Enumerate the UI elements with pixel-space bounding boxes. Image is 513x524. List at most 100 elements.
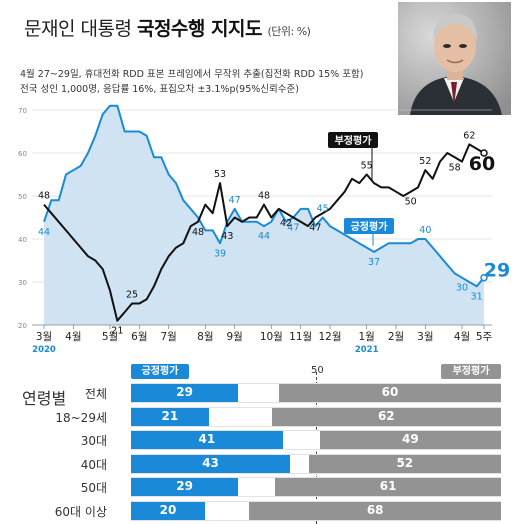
tag-box (328, 132, 378, 148)
y-tick-label: 40 (18, 236, 27, 244)
year-label: 2021 (355, 345, 379, 355)
survey-note-2: 전국 성인 1,000명, 응답률 16%, 표집오차 ±3.1%p(95%신뢰… (20, 84, 299, 95)
positive-bar (131, 501, 205, 520)
negative-bar (271, 407, 501, 426)
unit-label: (단위: %) (267, 25, 311, 38)
age-row: 60대 이상 20 68 (0, 500, 513, 521)
x-tick-label: 12월 (318, 331, 341, 343)
x-tick-label: 2월 (388, 331, 404, 343)
y-tick-label: 70 (18, 107, 27, 115)
data-label: 42 (280, 218, 292, 229)
fifty-marker-label: 50 (311, 365, 324, 376)
data-label: 48 (258, 191, 270, 202)
x-tick-label: 9월 (226, 331, 242, 343)
y-tick-label: 30 (18, 279, 27, 287)
president-portrait (398, 2, 511, 115)
positive-area (44, 105, 484, 325)
x-tick-label: 3월 (417, 331, 433, 343)
data-label: 31 (471, 291, 483, 302)
positive-bar (131, 454, 291, 473)
negative-tag: 부정평가 (328, 132, 378, 182)
negative-value: 49 (401, 432, 419, 446)
data-label: 48 (38, 191, 50, 202)
age-row: 50대 29 61 (0, 477, 513, 497)
data-label: 53 (214, 169, 226, 180)
negative-end-point (480, 149, 488, 157)
x-tick-label: 7월 (160, 331, 176, 343)
negative-series-line (43, 143, 485, 322)
x-tick-label: 10월 (260, 331, 283, 343)
age-row-label: 30대 (80, 434, 107, 448)
age-row: 18~29세 21 62 (0, 406, 513, 427)
chart-area-layer (44, 105, 484, 325)
age-row: 40대 43 52 (0, 453, 513, 474)
positive-value: 29 (176, 479, 193, 493)
data-label: 30 (456, 283, 468, 294)
data-label: 50 (405, 197, 417, 208)
y-tick-label: 50 (18, 193, 27, 201)
positive-bar (131, 407, 209, 426)
x-tick-label: 5월 (102, 331, 118, 343)
data-label: 47 (229, 195, 241, 206)
positive-value: 43 (202, 455, 219, 470)
y-tick-label: 60 (18, 150, 27, 158)
negative-value: 61 (379, 479, 397, 493)
tag-text: 긍정평가 (351, 220, 389, 233)
data-label: 47 (287, 223, 299, 234)
chart-axis-layer: 20 30 40 50 60 70 3월 4월 5월 6월 7월 8월 9월 10월 11월 12월 1월 2월 3… (18, 107, 493, 355)
y-tick-label: 20 (18, 322, 27, 330)
neg-legend: 부정평가 (441, 364, 501, 379)
data-label: 55 (361, 161, 373, 172)
age-row-label: 40대 (80, 457, 107, 472)
positive-value: 29 (176, 385, 193, 399)
x-tick-label: 3월 (36, 331, 52, 343)
x-tick-label: 5주 (476, 331, 493, 343)
data-label: 39 (214, 248, 226, 259)
chart-label-layer: 4471394744474537403031482125485343484247… (38, 100, 510, 337)
x-tick-label: 1월 (358, 331, 374, 343)
negative-bar (249, 501, 501, 520)
data-label: 37 (368, 257, 380, 268)
positive-series-line (43, 104, 485, 288)
data-label: 47 (309, 223, 321, 234)
data-label: 43 (221, 231, 233, 242)
data-label: 40 (419, 225, 431, 236)
data-label: 25 (126, 290, 138, 301)
negative-value: 68 (366, 502, 384, 517)
age-section-title: 연령별 (22, 389, 67, 408)
survey-note-1: 4월 27~29일, 휴대전화 RDD 표본 프레임에서 무작위 추출(집전화 … (20, 69, 364, 80)
data-label: 58 (449, 162, 461, 173)
negative-value: 62 (377, 408, 395, 423)
positive-value: 21 (161, 408, 179, 423)
data-label: 52 (419, 156, 431, 167)
negative-bar (279, 384, 501, 402)
negative-bar (319, 431, 501, 449)
x-tick-label: 4월 (65, 331, 81, 343)
data-label: 45 (317, 204, 329, 215)
chart-line-layer (43, 104, 488, 322)
data-label: 44 (38, 227, 50, 238)
data-label: 48 (192, 227, 204, 238)
x-tick-label: 4월 (454, 331, 470, 343)
positive-value: 20 (159, 502, 177, 517)
age-row-label: 50대 (80, 481, 107, 495)
x-tick-label: 8월 (197, 331, 213, 343)
age-row-label: 18~29세 (55, 410, 107, 425)
tag-text: 부정평가 (335, 134, 373, 147)
negative-end-label: 60 (469, 153, 495, 175)
positive-bar (131, 478, 239, 496)
approval-line-chart: 4471394744474537403031482125485343484247… (18, 100, 510, 355)
positive-tag: 긍정평가 (344, 218, 394, 246)
positive-bar (131, 384, 239, 402)
negative-value: 60 (381, 385, 399, 399)
x-tick-label: 6월 (131, 331, 147, 343)
positive-bar (131, 431, 283, 449)
title-normal: 문재인 대통령 (24, 18, 132, 40)
age-row-label: 전체 (84, 387, 107, 401)
title-bold: 국정수행 지지도 (136, 18, 262, 40)
data-label: 62 (463, 130, 475, 141)
age-row-label: 60대 이상 (54, 504, 107, 519)
page-title: 문재인 대통령 국정수행 지지도 (단위: %) (24, 14, 311, 41)
data-label: 71 (104, 100, 116, 103)
